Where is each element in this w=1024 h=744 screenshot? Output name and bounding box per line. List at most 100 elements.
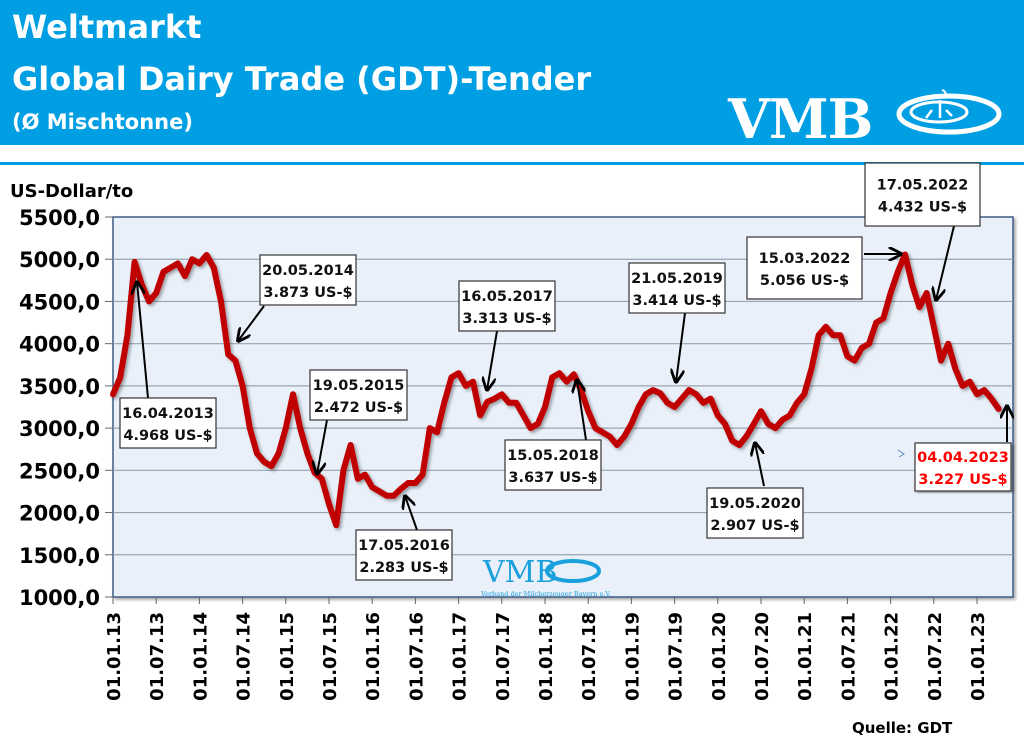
data-point [139, 282, 145, 288]
annotation-box [864, 162, 981, 227]
data-point [319, 476, 325, 482]
data-point [816, 332, 822, 338]
data-point [160, 269, 166, 275]
y-tick-label: 4500,0 [19, 290, 100, 314]
annotation-box [706, 487, 804, 539]
annotation-value: 3.227 US-$ [918, 472, 1007, 488]
annotation-callout: 21.05.2019 3.414 US-$ [628, 262, 726, 382]
data-point [283, 425, 289, 431]
data-point [628, 421, 634, 427]
y-tick-label: 2000,0 [19, 502, 100, 526]
x-tick-label: 01.01.17 [450, 612, 471, 701]
header-banner: Weltmarkt Global Dairy Trade (GDT)-Tende… [0, 0, 1024, 151]
annotation-callout: 15.03.2022 5.056 US-$ [746, 236, 901, 300]
data-point [772, 425, 778, 431]
data-point [333, 522, 339, 528]
data-point [391, 493, 397, 499]
data-point [240, 383, 246, 389]
data-point [132, 259, 138, 265]
data-point [837, 332, 843, 338]
y-axis-label: US-Dollar/to [10, 181, 133, 202]
data-point [902, 251, 908, 257]
data-point [938, 358, 944, 364]
data-point [830, 332, 836, 338]
data-point [290, 391, 296, 397]
data-point [196, 260, 202, 266]
data-point [571, 371, 577, 377]
data-point [636, 404, 642, 410]
annotation-date: 04.04.2023 [917, 450, 1009, 466]
annotation-box [628, 262, 726, 314]
annotation-arrow [577, 380, 587, 441]
x-tick-label: 01.01.13 [104, 612, 125, 701]
annotation-callout: 19.05.2015 2.472 US-$ [309, 369, 408, 474]
y-tick-label: 3500,0 [19, 375, 100, 399]
x-tick-label: 01.01.15 [277, 612, 298, 701]
annotation-value: 2.472 US-$ [314, 400, 403, 416]
data-point [693, 391, 699, 397]
data-point [988, 396, 994, 402]
data-point [189, 256, 195, 262]
data-point [765, 421, 771, 427]
data-point [945, 341, 951, 347]
annotation-value: 3.414 US-$ [632, 293, 721, 309]
annotation-arrow [238, 305, 265, 341]
subtitle: (Ø Mischtonne) [12, 110, 193, 134]
y-tick-label: 5500,0 [19, 206, 100, 230]
annotation-date: 19.05.2015 [313, 378, 405, 394]
data-point [744, 433, 750, 439]
data-point [715, 412, 721, 418]
data-point [794, 400, 800, 406]
data-point [484, 399, 490, 405]
data-point [780, 417, 786, 423]
annotation-date: 15.03.2022 [759, 251, 851, 267]
x-tick-label: 01.01.18 [536, 612, 557, 701]
data-point [340, 467, 346, 473]
annotation-value: 3.873 US-$ [263, 285, 352, 301]
annotation-arrow [317, 419, 328, 474]
annotation-value: 5.056 US-$ [760, 273, 849, 289]
data-point [808, 366, 814, 372]
data-point [268, 463, 274, 469]
data-point [888, 290, 894, 296]
data-point [470, 379, 476, 385]
x-tick-label: 01.01.14 [190, 612, 211, 701]
data-point [643, 391, 649, 397]
title-line-2: Global Dairy Trade (GDT)-Tender [12, 60, 592, 98]
data-point [520, 412, 526, 418]
data-point [909, 282, 915, 288]
annotation-callout: 20.05.2014 3.873 US-$ [238, 254, 357, 341]
data-point [859, 345, 865, 351]
x-tick-label: 01.07.20 [752, 612, 773, 701]
x-tick-label: 01.07.21 [838, 612, 859, 701]
annotation-box [119, 397, 217, 449]
data-point [621, 434, 627, 440]
x-tick-label: 01.01.19 [622, 612, 643, 701]
vmb-logo-text: VMB [728, 87, 873, 151]
data-point [600, 429, 606, 435]
data-point [398, 486, 404, 492]
data-point [916, 304, 922, 310]
annotation-value: 4.968 US-$ [123, 428, 212, 444]
annotation-box [355, 529, 453, 581]
data-point [225, 351, 231, 357]
data-point [254, 450, 260, 456]
annotation-arrow [487, 330, 498, 390]
data-point [384, 493, 390, 499]
data-point [513, 400, 519, 406]
x-tick-label: 01.01.23 [968, 612, 989, 701]
vmb-logo-icon [896, 89, 1002, 135]
data-point [304, 450, 310, 456]
data-point [952, 366, 958, 372]
y-tick-label: 3000,0 [19, 417, 100, 441]
y-tick-label: 2500,0 [19, 459, 100, 483]
watermark-logo-icon [545, 559, 601, 583]
data-point [672, 404, 678, 410]
data-point [801, 391, 807, 397]
data-point [355, 476, 361, 482]
annotation-value: 2.283 US-$ [359, 560, 448, 576]
small-mark-icon [897, 449, 905, 458]
data-point [924, 290, 930, 296]
annotation-callout: 17.05.2022 4.432 US-$ [864, 162, 981, 300]
data-point [117, 374, 123, 380]
